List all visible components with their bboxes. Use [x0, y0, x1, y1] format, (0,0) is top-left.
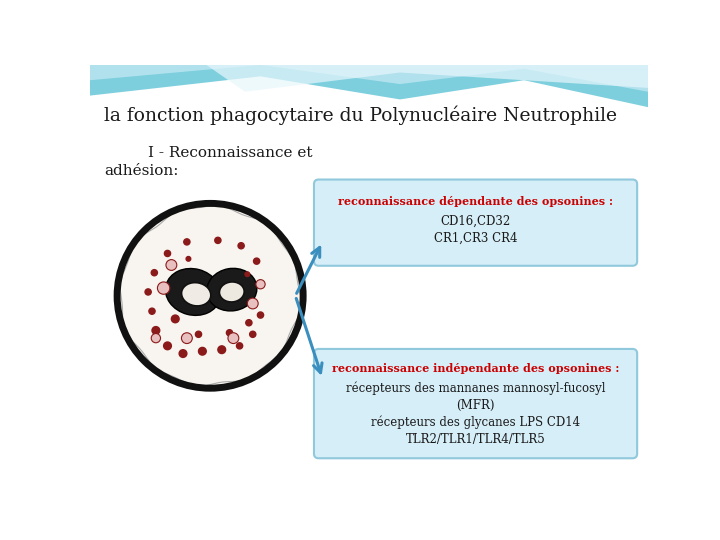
Circle shape — [258, 312, 264, 318]
Circle shape — [166, 260, 177, 271]
Circle shape — [226, 330, 233, 336]
Circle shape — [186, 256, 191, 261]
Circle shape — [199, 347, 206, 355]
Text: reconnaissance indépendante des opsonines :: reconnaissance indépendante des opsonine… — [332, 363, 619, 374]
Circle shape — [119, 205, 302, 387]
Circle shape — [215, 237, 221, 244]
Circle shape — [245, 272, 250, 276]
Circle shape — [236, 343, 243, 349]
Text: reconnaissance dépendante des opsonines :: reconnaissance dépendante des opsonines … — [338, 195, 613, 207]
Polygon shape — [90, 65, 648, 107]
Circle shape — [195, 331, 202, 338]
Circle shape — [163, 342, 171, 350]
Circle shape — [171, 315, 179, 323]
Circle shape — [181, 333, 192, 343]
Circle shape — [228, 333, 239, 343]
Circle shape — [164, 251, 171, 256]
Circle shape — [218, 346, 225, 354]
Circle shape — [246, 320, 252, 326]
Text: I - Reconnaissance et: I - Reconnaissance et — [148, 146, 312, 160]
Text: adhésion:: adhésion: — [104, 164, 179, 178]
Circle shape — [151, 334, 161, 343]
Circle shape — [248, 298, 258, 309]
Text: la fonction phagocytaire du Polynucléaire Neutrophile: la fonction phagocytaire du Polynucléair… — [104, 105, 617, 125]
Circle shape — [152, 327, 160, 334]
Circle shape — [238, 242, 244, 249]
Text: CR1,CR3 CR4: CR1,CR3 CR4 — [434, 232, 517, 245]
Polygon shape — [206, 65, 648, 92]
Text: TLR2/TLR1/TLR4/TLR5: TLR2/TLR1/TLR4/TLR5 — [405, 433, 546, 446]
Circle shape — [250, 331, 256, 338]
Polygon shape — [90, 65, 648, 92]
Ellipse shape — [207, 268, 257, 311]
Text: CD16,CD32: CD16,CD32 — [441, 214, 510, 228]
Text: récepteurs des mannanes mannosyl-fucosyl: récepteurs des mannanes mannosyl-fucosyl — [346, 381, 606, 395]
Ellipse shape — [220, 282, 244, 302]
Ellipse shape — [166, 268, 221, 315]
Circle shape — [253, 258, 260, 264]
Circle shape — [256, 280, 265, 289]
Circle shape — [145, 289, 151, 295]
Circle shape — [184, 239, 190, 245]
Text: (MFR): (MFR) — [456, 399, 495, 411]
FancyBboxPatch shape — [314, 349, 637, 458]
Circle shape — [179, 350, 187, 357]
Text: récepteurs des glycanes LPS CD14: récepteurs des glycanes LPS CD14 — [371, 415, 580, 429]
Circle shape — [158, 282, 170, 294]
Circle shape — [151, 269, 158, 276]
Circle shape — [149, 308, 155, 314]
FancyBboxPatch shape — [314, 179, 637, 266]
Ellipse shape — [181, 282, 211, 306]
Ellipse shape — [204, 286, 221, 298]
